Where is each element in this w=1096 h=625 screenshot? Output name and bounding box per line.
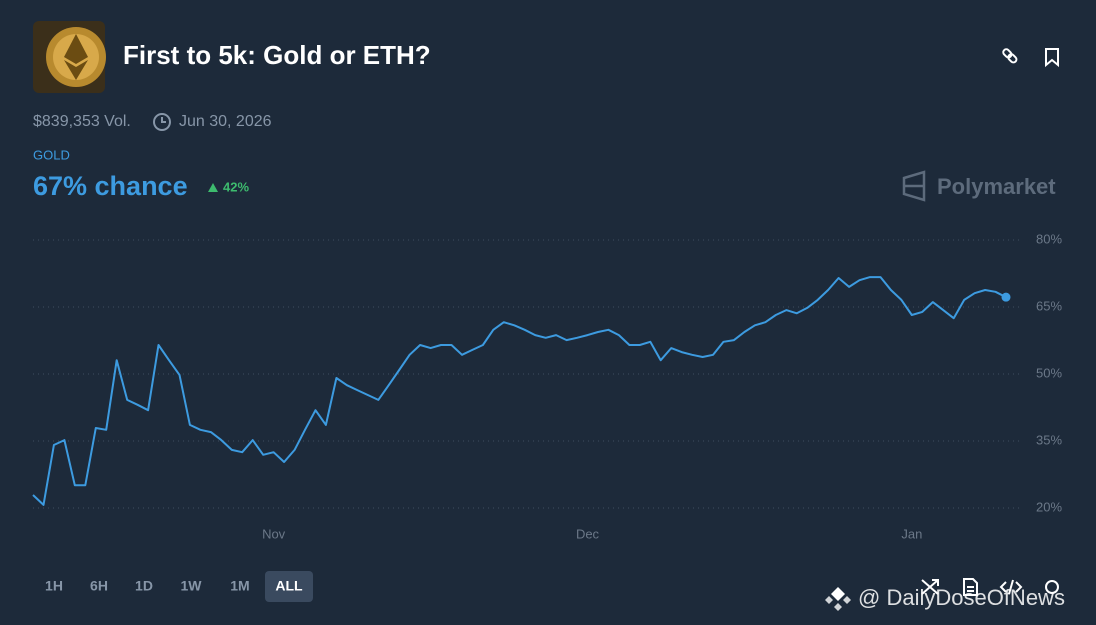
end-date: Jun 30, 2026 [179, 113, 272, 130]
watermark: @ DailyDoseOfNews [858, 585, 1065, 610]
end-marker [1001, 292, 1011, 302]
active-range-bg [265, 571, 313, 602]
brand: Polymarket [937, 174, 1056, 199]
watermark-logo [825, 587, 851, 611]
x-tick-label: Nov [262, 526, 286, 541]
shuffle-button[interactable] [921, 579, 939, 595]
y-tick-label: 35% [1036, 432, 1062, 447]
market-image [33, 21, 106, 93]
market-title: First to 5k: Gold or ETH? [123, 40, 431, 70]
y-tick-label: 65% [1036, 298, 1062, 313]
chance: 67% chance [33, 171, 188, 201]
clock-icon [153, 113, 171, 131]
y-tick-label: 50% [1036, 365, 1062, 380]
chart-tools [921, 578, 1059, 596]
bookmark-button[interactable] [1045, 48, 1059, 68]
time-range-selector: 1H 6H 1D 1W 1M ALL [45, 571, 313, 602]
time-range-button[interactable]: 1W [181, 578, 203, 594]
outcome-name: GOLD [33, 147, 70, 162]
time-range-button[interactable]: 1D [135, 578, 153, 594]
settings-button[interactable] [1045, 580, 1059, 594]
time-range-button[interactable]: 6H [90, 578, 108, 594]
chart: 20% 35% 50% 65% 80% Nov Dec Jan [32, 231, 1062, 541]
y-tick-label: 80% [1036, 231, 1062, 246]
brand-logo [902, 170, 926, 202]
x-tick-label: Jan [901, 526, 922, 541]
price-line [32, 276, 1007, 506]
change: 42% [223, 179, 249, 194]
x-tick-label: Dec [576, 526, 600, 541]
up-arrow [208, 183, 218, 192]
volume: $839,353 Vol. [33, 113, 131, 130]
embed-button[interactable] [999, 579, 1023, 595]
time-range-button[interactable]: ALL [275, 578, 303, 594]
document-button[interactable] [963, 578, 978, 596]
y-tick-label: 20% [1036, 499, 1062, 514]
time-range-button[interactable]: 1H [45, 578, 63, 594]
time-range-button[interactable]: 1M [230, 578, 249, 594]
link-button[interactable] [1002, 48, 1018, 64]
